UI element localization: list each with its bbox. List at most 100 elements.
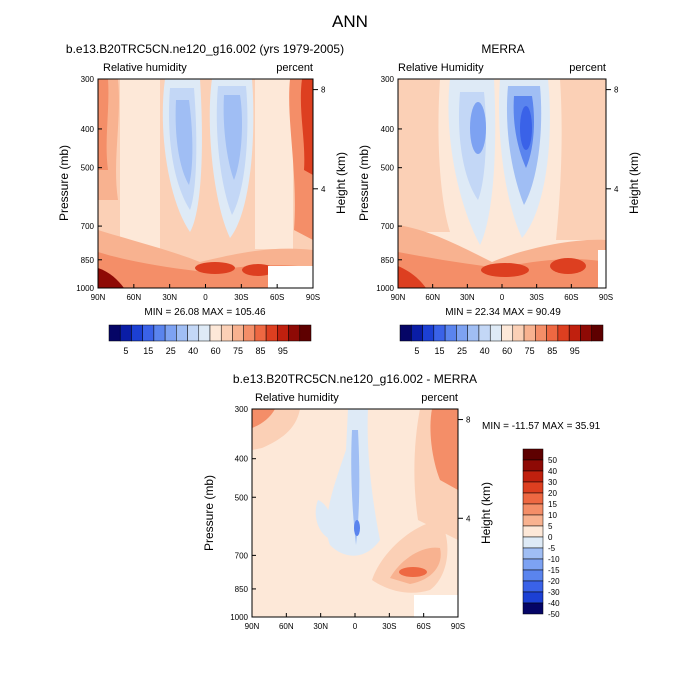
colorbar-label: 10 (548, 511, 557, 520)
height-tick-label: 4 (466, 514, 471, 523)
colorbar-label: 25 (457, 346, 467, 356)
height-tick-label: 4 (614, 185, 619, 194)
y-tick-label: 1000 (376, 284, 394, 293)
colorbar-swatch (478, 324, 491, 342)
figure-title: ANN (332, 12, 368, 31)
x-tick-label: 30S (382, 622, 396, 631)
colorbar-swatch (142, 324, 155, 342)
obs-field-north-moist (398, 79, 450, 232)
x-tick-label: 30N (460, 293, 475, 302)
colorbar-swatch (299, 324, 312, 342)
colorbar-swatch (568, 324, 581, 342)
diff-field-midlat-negative (315, 500, 334, 540)
colorbar-label: 95 (570, 346, 580, 356)
y-tick-label: 300 (81, 75, 95, 84)
diff-field-south-edge (430, 409, 458, 490)
model-field-missing (268, 266, 313, 288)
colorbar-swatch (522, 569, 544, 582)
colorbar-label: 0 (548, 533, 553, 542)
obs-field-south-moist (556, 79, 606, 240)
colorbar-swatch (522, 525, 544, 538)
colorbar-swatch (522, 580, 544, 593)
colorbar-swatch (512, 324, 525, 342)
colorbar-swatch (489, 324, 502, 342)
x-tick-label: 0 (353, 622, 358, 631)
y-tick-label: 400 (81, 125, 95, 134)
x-tick-label: 0 (203, 293, 208, 302)
colorbar-swatch (444, 324, 457, 342)
panel-model-title: b.e13.B20TRC5CN.ne120_g16.002 (yrs 1979-… (66, 42, 344, 56)
obs-min-max: MIN = 22.34 MAX = 90.49 (445, 307, 561, 318)
colorbar-swatch (187, 324, 200, 342)
colorbar-swatch (288, 324, 301, 342)
x-tick-label: 0 (500, 293, 505, 302)
colorbar-label: -50 (548, 610, 560, 619)
colorbar-swatch (153, 324, 166, 342)
diff-x-ticks: 90N 60N 30N 0 30S 60S 90S (245, 613, 465, 631)
x-tick-label: 30N (162, 293, 177, 302)
panel-model: b.e13.B20TRC5CN.ne120_g16.002 (yrs 1979-… (57, 42, 348, 356)
diff-field (252, 409, 458, 617)
model-field-north-surface-max (98, 268, 124, 288)
obs-colorbar: 5 15 25 40 60 75 85 95 (399, 324, 604, 356)
model-field-itcz-max (195, 262, 235, 274)
panel-model-right-label: percent (276, 62, 313, 74)
x-tick-label: 60S (417, 622, 431, 631)
colorbar-swatch (164, 324, 177, 342)
x-tick-label: 60N (279, 622, 294, 631)
colorbar-swatch (580, 324, 592, 342)
colorbar-swatch (422, 324, 435, 342)
y-tick-label: 400 (235, 455, 249, 464)
x-tick-label: 90N (391, 293, 406, 302)
colorbar-label: 50 (548, 456, 557, 465)
height-tick-label: 8 (321, 86, 326, 95)
model-colorbar: 5 15 25 40 60 75 85 95 (108, 324, 312, 356)
colorbar-swatch (456, 324, 468, 342)
colorbar-swatch (232, 324, 244, 342)
colorbar-swatch (254, 324, 267, 342)
colorbar-swatch (522, 448, 544, 461)
diff-field-surface-neutral (252, 595, 360, 617)
x-tick-label: 60S (564, 293, 578, 302)
colorbar-swatch (546, 324, 559, 342)
colorbar-swatch (522, 591, 544, 604)
y-tick-label: 700 (381, 222, 395, 231)
diff-y-axis-label: Pressure (mb) (202, 475, 216, 551)
y-tick-label: 1000 (76, 284, 94, 293)
y-tick-label: 700 (81, 222, 95, 231)
obs-y2-axis-label: Height (km) (627, 152, 641, 214)
colorbar-swatch (522, 547, 544, 560)
colorbar-label: 25 (166, 346, 176, 356)
model-field-band-south (255, 79, 293, 249)
colorbar-swatch (522, 514, 544, 527)
colorbar-label: 60 (211, 346, 221, 356)
y-tick-label: 500 (381, 164, 395, 173)
y-tick-label: 500 (81, 164, 95, 173)
diff-min-max: MIN = -11.57 MAX = 35.91 (482, 421, 601, 432)
obs-field-south-max (550, 258, 586, 274)
colorbar-label: -30 (548, 588, 560, 597)
colorbar-swatch (522, 481, 544, 494)
x-tick-label: 30S (234, 293, 248, 302)
diff-field-south-positive-core (399, 567, 427, 577)
y-tick-label: 500 (235, 493, 249, 502)
model-y2-axis-label: Height (km) (334, 152, 348, 214)
model-min-max: MIN = 26.08 MAX = 105.46 (144, 307, 266, 318)
x-tick-label: 60N (126, 293, 141, 302)
obs-field-dry-lobe-south-core (520, 106, 532, 150)
x-tick-label: 60N (425, 293, 440, 302)
colorbar-label: 15 (434, 346, 444, 356)
panel-diff-title: b.e13.B20TRC5CN.ne120_g16.002 - MERRA (233, 372, 477, 386)
x-tick-label: 30S (530, 293, 544, 302)
model-height-ticks: 84 (313, 86, 326, 194)
colorbar-label: -10 (548, 555, 560, 564)
y-tick-label: 300 (381, 75, 395, 84)
colorbar-swatch (277, 324, 289, 342)
colorbar-label: 20 (548, 489, 557, 498)
colorbar-label: 15 (548, 500, 557, 509)
diff-y-ticks: 300 400 500 700 850 1000 (230, 405, 256, 622)
model-y-ticks: 300 400 500 700 850 1000 (76, 75, 102, 293)
colorbar-label: 75 (525, 346, 535, 356)
panel-model-left-label: Relative humidity (103, 62, 187, 74)
